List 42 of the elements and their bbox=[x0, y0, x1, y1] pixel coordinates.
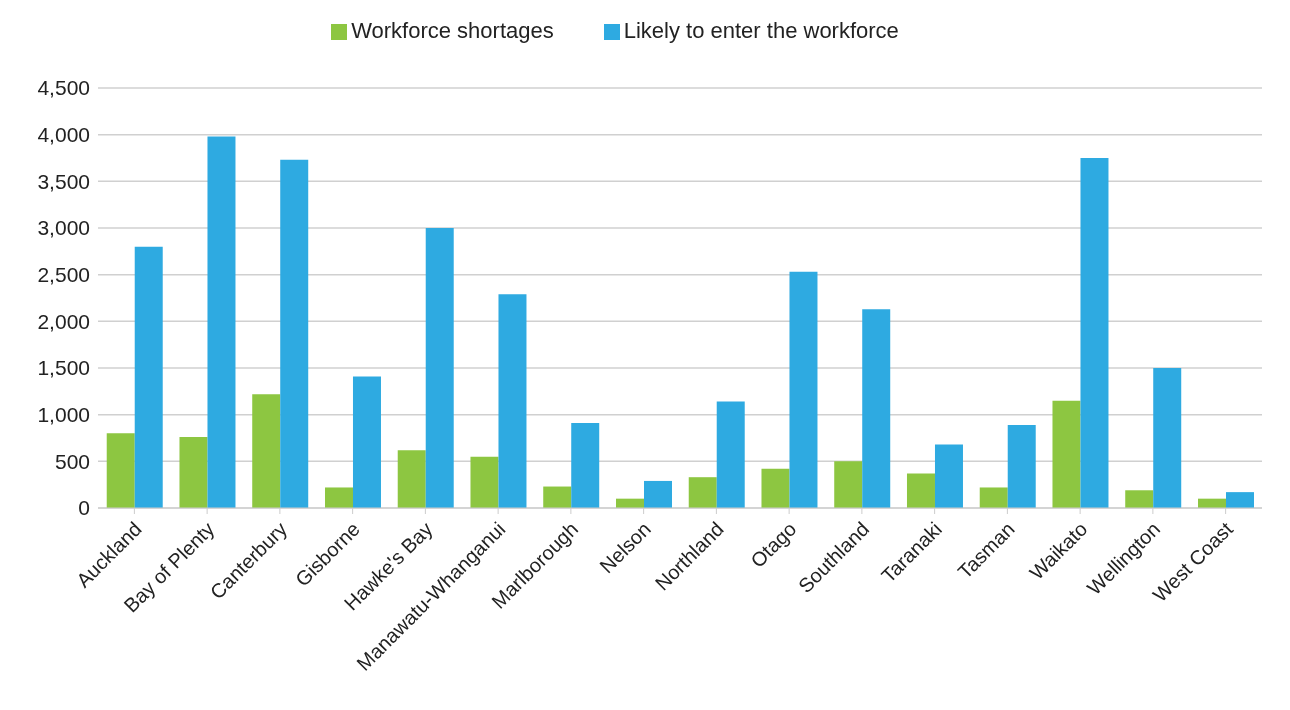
bar bbox=[324, 487, 353, 508]
y-tick-label: 0 bbox=[78, 496, 90, 520]
y-tick-label: 2,500 bbox=[37, 263, 90, 287]
bar bbox=[1052, 400, 1081, 508]
bar bbox=[352, 376, 381, 508]
bar bbox=[470, 456, 499, 508]
y-tick-label: 4,000 bbox=[37, 123, 90, 147]
bar bbox=[834, 461, 863, 508]
bar bbox=[979, 487, 1008, 508]
y-tick-label: 3,500 bbox=[37, 169, 90, 193]
legend-label: Workforce shortages bbox=[351, 18, 554, 43]
bar bbox=[862, 309, 891, 508]
bar bbox=[789, 271, 818, 508]
bar bbox=[643, 480, 672, 508]
bar bbox=[397, 450, 426, 508]
bar bbox=[207, 136, 236, 508]
bar bbox=[106, 433, 135, 508]
y-tick-label: 2,000 bbox=[37, 309, 90, 333]
bar bbox=[179, 437, 208, 508]
bar bbox=[906, 473, 935, 508]
bar bbox=[1007, 424, 1036, 508]
bar bbox=[1080, 158, 1109, 508]
bar bbox=[571, 423, 600, 508]
bar bbox=[134, 246, 163, 508]
bar bbox=[688, 477, 717, 508]
bar bbox=[1153, 368, 1182, 508]
y-tick-label: 1,000 bbox=[37, 403, 90, 427]
bar bbox=[280, 159, 309, 508]
bar bbox=[498, 294, 527, 508]
y-tick-label: 1,500 bbox=[37, 356, 90, 380]
bar bbox=[716, 401, 745, 508]
bar bbox=[1225, 492, 1254, 508]
y-tick-label: 4,500 bbox=[37, 76, 90, 100]
bar bbox=[425, 228, 454, 508]
bar bbox=[252, 394, 281, 508]
bar bbox=[934, 444, 963, 508]
bar bbox=[1125, 490, 1154, 508]
bar bbox=[761, 468, 790, 508]
legend-label: Likely to enter the workforce bbox=[623, 18, 899, 43]
y-tick-label: 500 bbox=[54, 449, 90, 473]
bar bbox=[543, 486, 572, 508]
y-tick-label: 3,000 bbox=[37, 216, 90, 240]
